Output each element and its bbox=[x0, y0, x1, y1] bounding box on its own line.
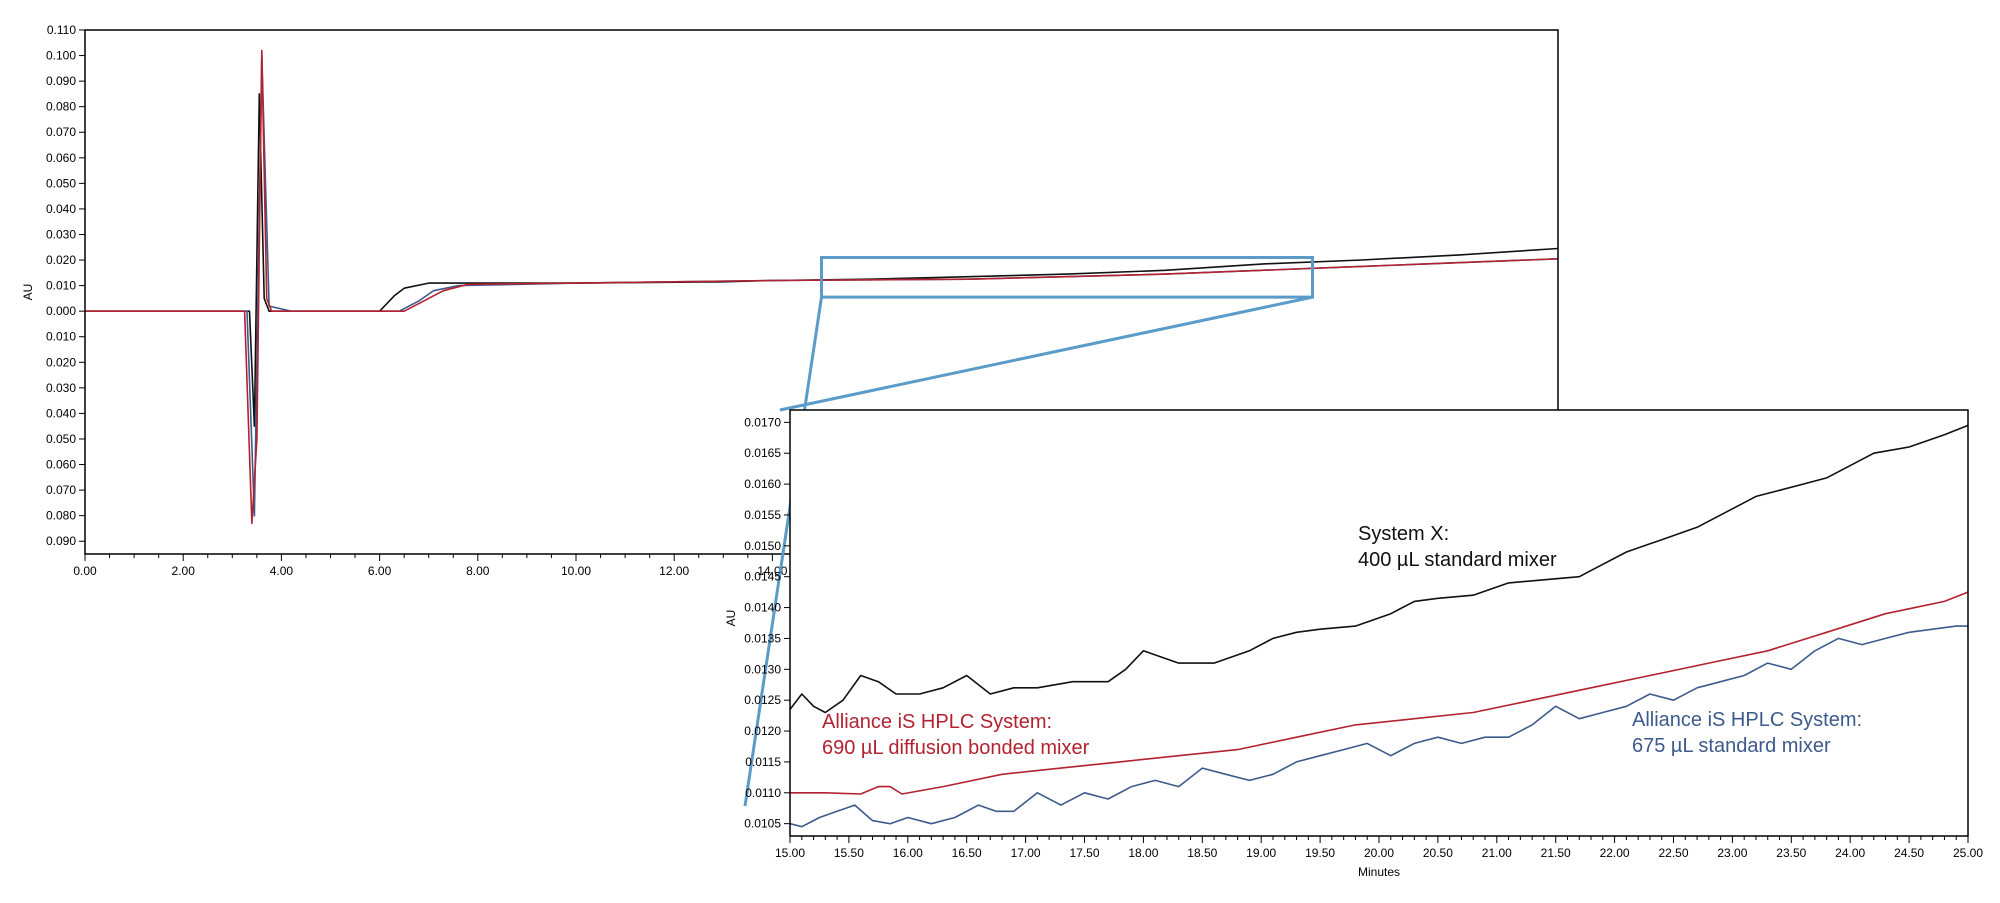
main-y-tick-label: 0.080 bbox=[46, 509, 76, 523]
main-y-tick-label: 0.050 bbox=[46, 176, 76, 190]
zoom-y-tick-label: 0.0160 bbox=[744, 477, 781, 491]
main-y-tick-label: 0.100 bbox=[46, 49, 76, 63]
zoom-x-tick-label: 19.50 bbox=[1305, 846, 1335, 860]
zoom-x-tick-label: 25.00 bbox=[1953, 846, 1983, 860]
zoom-x-tick-label: 15.00 bbox=[775, 846, 805, 860]
zoom-x-tick-labels: 15.00 15.50 16.00 16.50 17.00 17.50 18.00 18.50… bbox=[775, 846, 1983, 860]
main-y-tick-label: 0.070 bbox=[46, 483, 76, 497]
main-y-tick-label: 0.110 bbox=[47, 23, 76, 37]
main-y-tick-labels: 0.110 0.100 0.090 0.080 0.070 0.060 0.050 0.040… bbox=[46, 23, 76, 548]
zoom-series-group bbox=[790, 424, 1968, 828]
zoom-y-tick-labels: 0.0170 0.0165 0.0160 0.0155 0.0150 0.0145 0.01… bbox=[744, 415, 781, 830]
zoom-y-tick-label: 0.0110 bbox=[745, 786, 781, 800]
main-y-tick-label: 0.020 bbox=[46, 253, 76, 267]
zoom-y-tick-label: 0.0115 bbox=[745, 755, 781, 769]
main-x-tick-label: 12.00 bbox=[659, 564, 689, 578]
zoom-y-tick-label: 0.0145 bbox=[744, 570, 781, 584]
zoom-series-line-0 bbox=[790, 424, 1968, 714]
annotation-alliance-675-line2: 675 µL standard mixer bbox=[1632, 735, 1831, 757]
annotation-alliance-690: Alliance iS HPLC System: 690 µL diffusio… bbox=[822, 711, 1090, 759]
main-y-tick-label: 0.060 bbox=[46, 458, 76, 472]
zoom-y-tick-label: 0.0135 bbox=[744, 631, 781, 645]
zoom-x-tick-label: 15.50 bbox=[834, 846, 864, 860]
zoom-connector-lower bbox=[743, 296, 823, 807]
annotation-alliance-690-line1: Alliance iS HPLC System: bbox=[822, 711, 1052, 733]
main-series-line-1 bbox=[85, 54, 1558, 517]
zoom-x-tick-label: 22.00 bbox=[1600, 846, 1630, 860]
zoom-connector-upper bbox=[779, 295, 1313, 412]
main-y-tick-label: 0.090 bbox=[46, 74, 76, 88]
zoom-x-tick-label: 18.00 bbox=[1128, 846, 1158, 860]
annotation-system-x: System X: 400 µL standard mixer bbox=[1358, 523, 1557, 571]
zoom-series-line-2 bbox=[790, 625, 1968, 828]
zoom-x-tick-label: 22.50 bbox=[1658, 846, 1688, 860]
zoom-y-tick-label: 0.0130 bbox=[744, 662, 781, 676]
main-y-tick-label: 0.080 bbox=[46, 100, 76, 114]
main-y-tick-label: 0.070 bbox=[46, 125, 76, 139]
main-x-tick-label: 8.00 bbox=[466, 564, 490, 578]
main-y-tick-label: 0.010 bbox=[46, 279, 76, 293]
zoom-x-tick-label: 24.00 bbox=[1835, 846, 1865, 860]
main-x-tick-label: 2.00 bbox=[172, 564, 196, 578]
zoom-y-tick-label: 0.0155 bbox=[744, 508, 781, 522]
main-series-group bbox=[85, 49, 1558, 525]
annotation-alliance-675: Alliance iS HPLC System: 675 µL standard… bbox=[1632, 709, 1868, 757]
zoom-y-tick-label: 0.0140 bbox=[744, 601, 781, 615]
zoom-x-tick-label: 20.50 bbox=[1423, 846, 1453, 860]
zoom-x-tick-label: 23.00 bbox=[1717, 846, 1747, 860]
main-y-tick-label: 0.090 bbox=[46, 534, 76, 548]
main-x-tick-label: 0.00 bbox=[73, 564, 97, 578]
zoom-x-tick-label: 21.00 bbox=[1482, 846, 1512, 860]
main-y-tick-label: 0.040 bbox=[46, 202, 76, 216]
zoom-x-tick-label: 17.00 bbox=[1011, 846, 1041, 860]
zoom-y-tick-label: 0.0120 bbox=[744, 724, 781, 738]
zoom-x-tick-label: 23.50 bbox=[1776, 846, 1806, 860]
zoom-plot-frame bbox=[789, 409, 1969, 837]
main-y-tick-label: 0.040 bbox=[46, 406, 76, 420]
zoom-x-tick-label: 16.00 bbox=[893, 846, 923, 860]
zoom-x-tick-label: 17.50 bbox=[1069, 846, 1099, 860]
zoom-y-tick-label: 0.0105 bbox=[744, 817, 781, 831]
zoom-x-axis-label: Minutes bbox=[1358, 865, 1400, 879]
main-y-tick-label: 0.030 bbox=[46, 381, 76, 395]
annotation-system-x-line2: 400 µL standard mixer bbox=[1358, 549, 1557, 571]
zoom-y-tick-label: 0.0125 bbox=[744, 693, 781, 707]
zoom-x-tick-label: 19.00 bbox=[1246, 846, 1276, 860]
main-y-tick-label: 0.060 bbox=[46, 151, 76, 165]
main-y-tick-label: 0.050 bbox=[46, 432, 76, 446]
zoom-region-box bbox=[820, 255, 1314, 299]
main-y-tick-label: 0.020 bbox=[46, 355, 76, 369]
main-series-line-2 bbox=[85, 49, 1558, 525]
zoom-y-tick-label: 0.0170 bbox=[744, 415, 781, 429]
zoom-x-tick-label: 16.50 bbox=[952, 846, 982, 860]
zoom-x-tick-label: 21.50 bbox=[1541, 846, 1571, 860]
zoom-annotations: System X: 400 µL standard mixer Alliance… bbox=[822, 523, 1868, 759]
annotation-alliance-675-line1: Alliance iS HPLC System: bbox=[1632, 709, 1862, 731]
zoom-y-axis-label: AU bbox=[724, 610, 738, 627]
zoom-x-tick-label: 24.50 bbox=[1894, 846, 1924, 860]
zoom-y-tick-label: 0.0150 bbox=[744, 539, 781, 553]
zoom-highlight bbox=[743, 255, 1314, 807]
main-y-tick-label: 0.030 bbox=[46, 227, 76, 241]
main-x-tick-label: 4.00 bbox=[270, 564, 294, 578]
main-series-line-0 bbox=[85, 93, 1558, 427]
main-y-axis-label: AU bbox=[21, 284, 35, 301]
zoom-chart: 15.00 15.50 16.00 16.50 17.00 17.50 18.00 18.50… bbox=[724, 409, 1983, 879]
main-x-tick-label: 10.00 bbox=[561, 564, 591, 578]
main-x-tick-label: 6.00 bbox=[368, 564, 392, 578]
zoom-x-tick-label: 20.00 bbox=[1364, 846, 1394, 860]
zoom-y-tick-label: 0.0165 bbox=[744, 446, 781, 460]
main-y-tick-label: 0.000 bbox=[46, 304, 76, 318]
zoom-series-line-1 bbox=[790, 591, 1968, 795]
annotation-system-x-line1: System X: bbox=[1358, 523, 1449, 545]
main-y-tick-label: 0.010 bbox=[46, 330, 76, 344]
zoom-background bbox=[790, 410, 1968, 836]
zoom-x-tick-label: 18.50 bbox=[1187, 846, 1217, 860]
annotation-alliance-690-line2: 690 µL diffusion bonded mixer bbox=[822, 737, 1090, 759]
